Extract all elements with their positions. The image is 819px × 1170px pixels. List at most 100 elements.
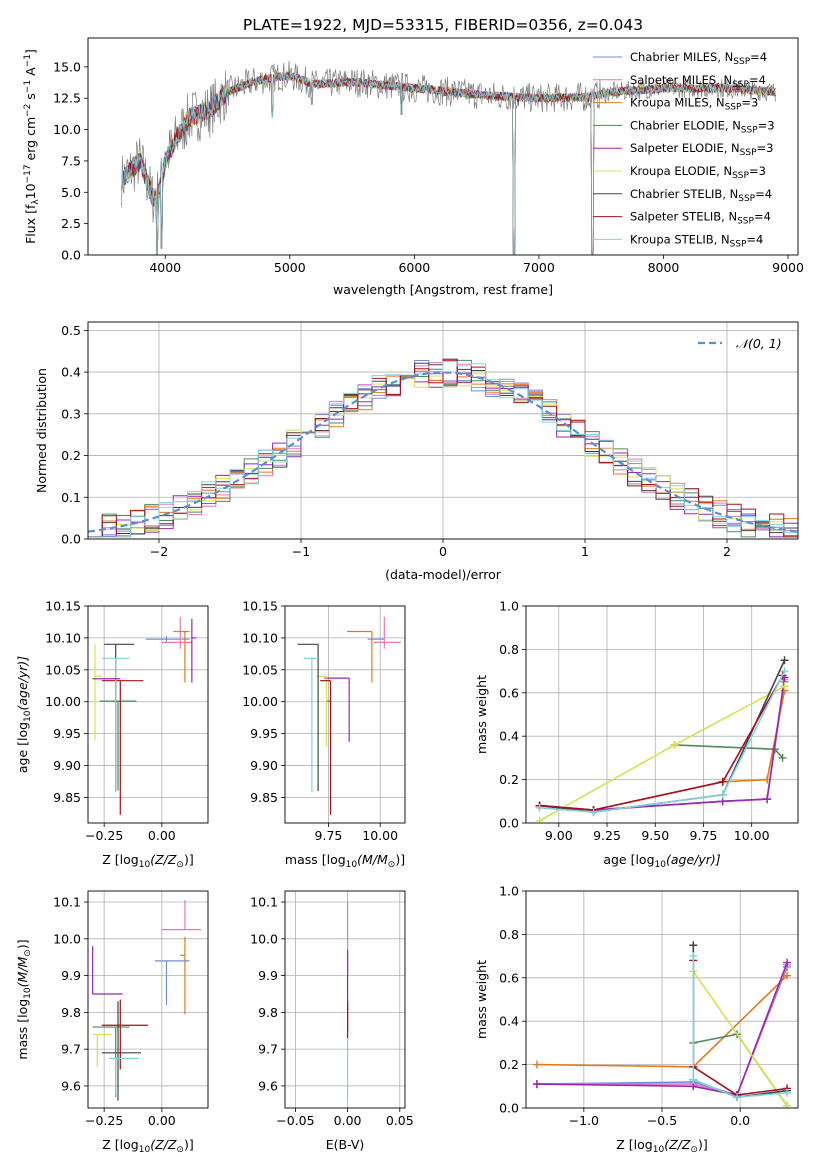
age_vs_mass-ytick-label: 10.15	[242, 599, 278, 614]
residuals-ytick-label: 0.1	[61, 490, 81, 505]
weight-line-kroupa-stelib	[539, 670, 786, 813]
spectrum-frame	[87, 37, 799, 256]
mass_vs_Z-ytick-label: 9.6	[61, 1078, 81, 1093]
mass_vs_Z-xtick-label: −0.25	[85, 1113, 123, 1128]
age_vs_mass-ytick-label: 9.85	[250, 790, 278, 805]
residuals-xtick-label: 2	[723, 544, 731, 559]
weight-marker	[783, 958, 792, 967]
weight_vs_age-xlabel-part: (age/yr)]	[666, 852, 721, 867]
age_vs_mass-xtick-label: 9.75	[315, 828, 343, 843]
mass_vs_ebv-ytick-label: 9.8	[258, 1005, 278, 1020]
weight-marker	[532, 1060, 541, 1069]
age_vs_Z-xtick-label: −0.25	[85, 828, 123, 843]
spectrum-ytick-label: 5.0	[61, 185, 81, 200]
legend-entry-label-part: =3	[758, 118, 775, 132]
weight-line-salpeter-stelib	[539, 675, 784, 811]
mass_vs_ebv-ytick-label: 9.6	[258, 1078, 278, 1093]
mass_vs_Z-xtick-label: 0.00	[148, 1113, 176, 1128]
weight-line-kroupa-elodie	[692, 970, 788, 1107]
histogram-kroupa-stelib	[88, 361, 798, 538]
legend-entry-label: Salpeter MILES, NSSP=4	[630, 73, 766, 90]
mass_vs_Z-ylabel-part: 10	[23, 987, 33, 999]
legend-entry-label: Chabrier ELODIE, NSSP=3	[630, 118, 775, 135]
weight_vs_age-ytick-label: 0.6	[499, 685, 519, 700]
weight_vs_age-xtick-label: 9.75	[690, 828, 718, 843]
weight_vs_Z-xtick-label: −0.5	[647, 1113, 677, 1128]
weight_vs_Z-xtick-label: 0.0	[730, 1113, 750, 1128]
figure-title: PLATE=1922, MJD=53315, FIBERID=0356, z=0…	[243, 16, 643, 34]
legend-entry-label-part: SSP	[732, 171, 749, 181]
weight-marker	[783, 971, 792, 980]
age_vs_Z-ylabel: age [log10(age/yr)]	[15, 656, 33, 773]
legend-entry-label-part: Chabrier STELIB,	[630, 187, 730, 201]
mass_vs_Z-xlabel-part: )]	[184, 1137, 194, 1152]
weight-marker	[780, 682, 789, 691]
legend-entry-label-part: Salpeter MILES,	[630, 73, 723, 87]
mass_vs_ebv-ytick-label: 9.9	[258, 968, 278, 983]
legend-entry-label: Salpeter STELIB, NSSP=4	[630, 210, 771, 227]
legend-entry-label-part: Chabrier MILES,	[630, 50, 725, 64]
spectrum-ylabel-part: λ	[31, 199, 41, 205]
age_vs_mass-xlabel: mass [log10(M/M⊙)]	[285, 852, 405, 870]
legend-entry-label-part: N	[723, 73, 732, 87]
mass_vs_Z-ylabel-part: ⊙	[23, 949, 33, 957]
spectrum-xtick-label: 7000	[523, 260, 555, 275]
mass_vs_ebv-xlabel: E(B-V)	[326, 1137, 365, 1152]
residuals-plot-area	[88, 358, 798, 538]
weight_vs_Z-ylabel: mass weight	[474, 960, 489, 1039]
mass_vs_ebv-ytick-label: 9.7	[258, 1042, 278, 1057]
age_vs_Z-frame	[87, 605, 209, 824]
age_vs_mass-xlabel-part: mass [log	[285, 852, 346, 867]
residuals-ytick-label: 0.2	[61, 448, 81, 463]
age_vs_mass-ytick-label: 9.95	[250, 726, 278, 741]
legend-entry-label-part: SSP	[732, 80, 749, 90]
weight-marker	[763, 795, 772, 804]
spectrum-xtick-label: 8000	[648, 260, 680, 275]
weight_vs_Z-ytick-label: 1.0	[499, 884, 519, 899]
age_vs_mass-xlabel-part: )]	[395, 852, 405, 867]
weight-marker	[718, 790, 727, 799]
residuals-xlabel: (data-model)/error	[385, 567, 502, 582]
weight_vs_Z-xlabel-part: )]	[698, 1137, 708, 1152]
weight_vs_Z-plot-area	[532, 941, 792, 1108]
mass_vs_ebv-ytick-label: 10.1	[250, 895, 278, 910]
residuals-xtick-label: −2	[150, 544, 168, 559]
spectrum-ytick-label: 12.5	[53, 91, 81, 106]
mass_vs_ebv-ytick-label: 10.0	[250, 931, 278, 946]
legend-entry-label: Chabrier STELIB, NSSP=4	[630, 187, 772, 204]
legend-entry-label-part: Kroupa ELODIE,	[630, 164, 723, 178]
age_vs_mass-ytick-label: 10.10	[242, 630, 278, 645]
weight_vs_Z-frame	[525, 890, 799, 1109]
weight_vs_Z-ytick-label: 0.0	[499, 1101, 519, 1116]
mass_vs_Z-xlabel: Z [log10(Z/Z⊙)]	[102, 1137, 193, 1155]
weight-marker	[535, 803, 544, 812]
spectrum-ylabel: Flux [fλ10−17 erg cm−2 s−1 A−1]	[23, 49, 41, 244]
age_vs_mass-plot-area	[297, 616, 401, 815]
legend-entry-label-part: Kroupa STELIB,	[630, 232, 721, 246]
legend-entry-label-part: SSP	[737, 217, 754, 227]
residuals-frame	[87, 321, 799, 540]
spectrum-ylabel-part: 10	[23, 183, 38, 199]
weight-marker	[733, 1093, 742, 1102]
legend-entry-label-part: =3	[757, 141, 774, 155]
mass_vs_ebv-xtick-label: 0.00	[334, 1113, 362, 1128]
spectrum-ytick-label: 2.5	[61, 216, 81, 231]
weight_vs_Z-xlabel-part: (Z/Z	[664, 1137, 691, 1152]
mass_vs_Z-ylabel: mass [log10(M/M⊙)]	[15, 939, 33, 1059]
residuals-ytick-label: 0.4	[61, 365, 81, 380]
spectrum-model-salpeter-stelib	[121, 72, 776, 255]
weight-line-salpeter-elodie	[536, 962, 788, 1096]
weight_vs_Z-xlabel-part: 10	[653, 1145, 665, 1155]
age_vs_mass-ytick-label: 10.05	[242, 662, 278, 677]
age_vs_Z-xlabel-part: Z [log	[102, 852, 138, 867]
weight_vs_age-xlabel: age [log10(age/yr)]	[603, 852, 720, 870]
weight_vs_age-xtick-label: 10.00	[734, 828, 770, 843]
spectrum-xtick-label: 5000	[274, 260, 306, 275]
weight_vs_age-frame	[525, 605, 799, 824]
normal-legend-label: 𝒩(0, 1)	[736, 336, 782, 351]
legend-entry-label: Kroupa ELODIE, NSSP=3	[630, 164, 766, 181]
mass_vs_Z-axes: −0.25 0.00 9.6 9.7 9.8 9.9 10.0 10.1	[53, 891, 208, 1128]
legend-entry-label-part: SSP	[733, 57, 750, 67]
